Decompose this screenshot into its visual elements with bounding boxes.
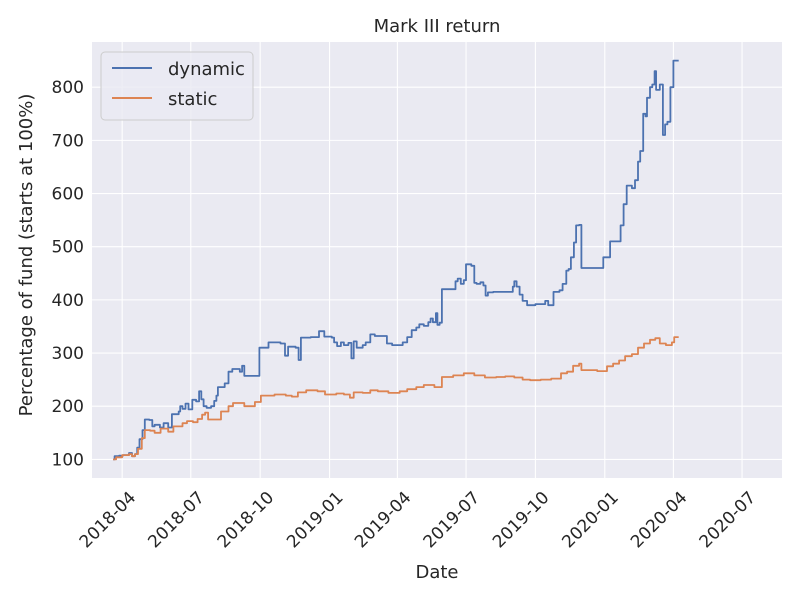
y-tick-label: 200 <box>52 397 84 417</box>
legend: dynamic static <box>100 51 254 121</box>
series-lines <box>113 59 679 461</box>
y-tick-label: 800 <box>52 78 84 98</box>
legend-label-dynamic: dynamic <box>168 59 245 80</box>
y-tick-label: 300 <box>52 344 84 364</box>
y-tick-labels: 100 200 300 400 500 600 700 800 <box>52 78 84 470</box>
y-axis-label: Percentage of fund (starts at 100%) <box>16 94 37 417</box>
series-line-dynamic <box>113 59 679 461</box>
x-axis-label: Date <box>415 562 458 583</box>
chart-title: Mark III return <box>374 16 501 37</box>
y-tick-label: 100 <box>52 450 84 470</box>
grid-lines <box>92 42 782 478</box>
series-line-static <box>113 336 679 461</box>
y-tick-label: 700 <box>52 131 84 151</box>
y-tick-label: 500 <box>52 238 84 258</box>
y-tick-label: 400 <box>52 291 84 311</box>
y-tick-label: 600 <box>52 185 84 205</box>
legend-label-static: static <box>168 89 217 110</box>
